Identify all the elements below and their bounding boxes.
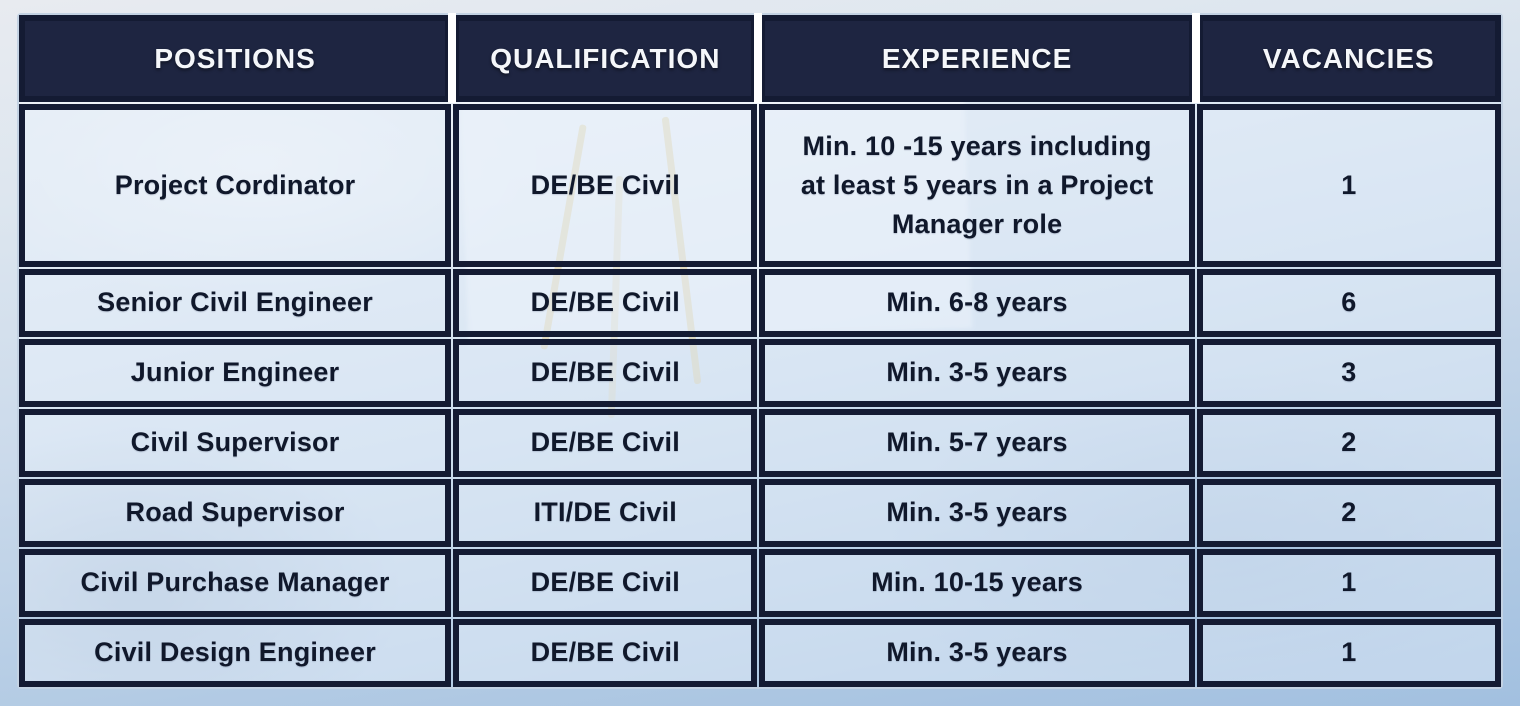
column-header-positions: POSITIONS — [19, 15, 452, 102]
cell-qualification: ITI/DE Civil — [453, 479, 758, 547]
cell-vacancies: 2 — [1196, 409, 1501, 477]
header-label: EXPERIENCE — [881, 42, 1073, 74]
cell-position: Civil Supervisor — [19, 409, 452, 477]
cell-vacancies: 1 — [1196, 619, 1501, 687]
vacancies-value: 3 — [1341, 357, 1357, 388]
position-value: Project Cordinator — [114, 169, 356, 200]
position-value: Civil Purchase Manager — [80, 567, 390, 598]
cell-vacancies: 2 — [1196, 479, 1501, 547]
vacancies-value: 1 — [1341, 567, 1357, 598]
column-header-vacancies: VACANCIES — [1191, 13, 1501, 103]
vacancies-value: 2 — [1341, 497, 1357, 528]
cell-position: Senior Civil Engineer — [19, 269, 452, 337]
table-grid: POSITIONS QUALIFICATION EXPERIENCE VACAN… — [19, 13, 1501, 687]
cell-position: Civil Design Engineer — [19, 619, 452, 687]
qualification-value: DE/BE Civil — [530, 567, 680, 598]
header-label: VACANCIES — [1262, 42, 1435, 74]
experience-value: Min. 6-8 years — [886, 287, 1068, 318]
experience-value: Min. 10 -15 years including at least 5 y… — [800, 130, 1154, 240]
qualification-value: DE/BE Civil — [530, 637, 680, 668]
vacancies-value: 2 — [1341, 427, 1357, 458]
header-label: POSITIONS — [154, 42, 316, 74]
position-value: Civil Design Engineer — [94, 637, 376, 668]
experience-value: Min. 3-5 years — [886, 357, 1068, 388]
position-value: Senior Civil Engineer — [97, 287, 373, 318]
cell-experience: Min. 3-5 years — [759, 619, 1195, 687]
position-value: Road Supervisor — [125, 497, 345, 528]
cell-vacancies: 3 — [1196, 339, 1501, 407]
vacancies-value: 1 — [1341, 169, 1357, 200]
qualification-value: DE/BE Civil — [530, 169, 680, 200]
cell-qualification: DE/BE Civil — [453, 269, 758, 337]
cell-qualification: DE/BE Civil — [453, 619, 758, 687]
cell-experience: Min. 10 -15 years including at least 5 y… — [759, 104, 1195, 267]
cell-qualification: DE/BE Civil — [453, 104, 758, 267]
experience-value: Min. 10-15 years — [871, 567, 1083, 598]
cell-qualification: DE/BE Civil — [453, 409, 758, 477]
qualification-value: ITI/DE Civil — [533, 497, 678, 528]
cell-vacancies: 6 — [1196, 269, 1501, 337]
vacancies-value: 1 — [1341, 637, 1357, 668]
cell-qualification: DE/BE Civil — [453, 549, 758, 617]
cell-experience: Min. 3-5 years — [759, 339, 1195, 407]
cell-experience: Min. 10-15 years — [759, 549, 1195, 617]
vacancies-value: 6 — [1341, 287, 1357, 318]
cell-vacancies: 1 — [1196, 104, 1501, 267]
cell-qualification: DE/BE Civil — [453, 339, 758, 407]
cell-position: Junior Engineer — [19, 339, 452, 407]
experience-value: Min. 3-5 years — [886, 497, 1068, 528]
column-header-experience: EXPERIENCE — [754, 13, 1195, 103]
position-value: Civil Supervisor — [130, 427, 340, 458]
cell-position: Road Supervisor — [19, 479, 452, 547]
cell-experience: Min. 6-8 years — [759, 269, 1195, 337]
column-header-qualification: QUALIFICATION — [448, 13, 758, 103]
jobs-table: POSITIONS QUALIFICATION EXPERIENCE VACAN… — [17, 13, 1503, 689]
experience-value: Min. 3-5 years — [886, 637, 1068, 668]
cell-experience: Min. 5-7 years — [759, 409, 1195, 477]
cell-experience: Min. 3-5 years — [759, 479, 1195, 547]
cell-vacancies: 1 — [1196, 549, 1501, 617]
cell-position: Civil Purchase Manager — [19, 549, 452, 617]
cell-position: Project Cordinator — [19, 104, 452, 267]
header-label: QUALIFICATION — [490, 42, 721, 74]
qualification-value: DE/BE Civil — [530, 287, 680, 318]
position-value: Junior Engineer — [130, 357, 340, 388]
qualification-value: DE/BE Civil — [530, 427, 680, 458]
experience-value: Min. 5-7 years — [886, 427, 1068, 458]
qualification-value: DE/BE Civil — [530, 357, 680, 388]
